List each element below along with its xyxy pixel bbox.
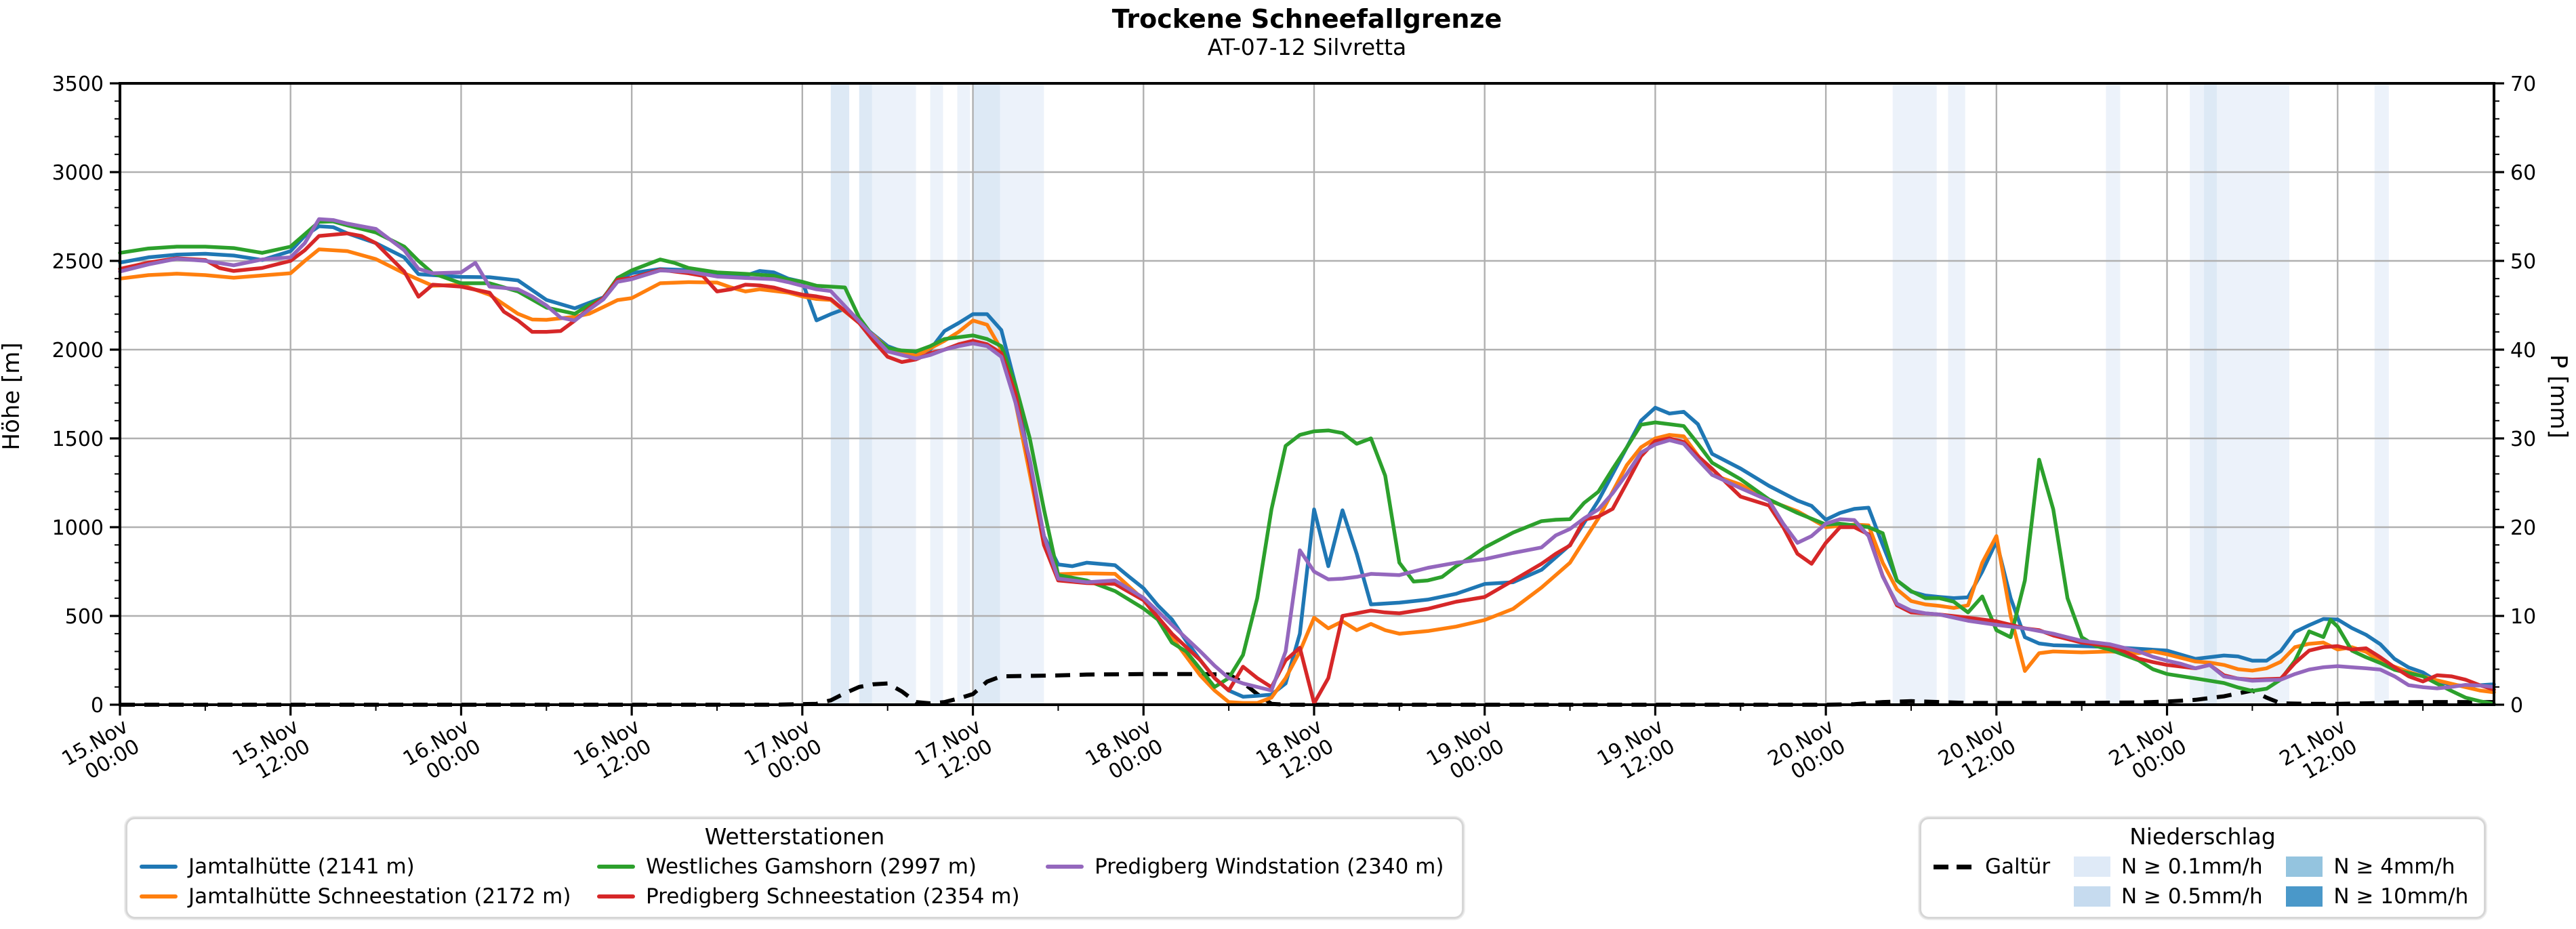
x-tick-label: 20.Nov12:00 xyxy=(1934,715,2020,791)
legend-item-station: Predigberg Schneestation (2354 m) xyxy=(597,882,1025,911)
legend-item-label: Galtür xyxy=(1985,854,2051,879)
x-tick-label: 18.Nov00:00 xyxy=(1082,715,1168,791)
x-tick-label: 16.Nov00:00 xyxy=(399,715,485,791)
y-right-tick-label: 30 xyxy=(2510,428,2536,451)
legend-item-label: Jamtalhütte Schneestation (2172 m) xyxy=(188,884,571,909)
page-title: Trockene Schneefallgrenze xyxy=(1111,4,1502,34)
legend-item-station: Predigberg Windstation (2340 m) xyxy=(1046,852,1450,882)
precip-band-n0.1 xyxy=(2190,83,2205,705)
y-axis-label-left: Höhe [m] xyxy=(0,342,25,451)
legend-stations: Wetterstationen Jamtalhütte (2141 m) Jamt… xyxy=(125,817,1464,919)
page-subtitle: AT-07-12 Silvretta xyxy=(1207,34,1407,60)
precip-bands xyxy=(830,83,2389,705)
precip-band-n0.1 xyxy=(872,83,916,705)
line-color-swatch xyxy=(140,865,178,869)
legend-precip-title: Niederschlag xyxy=(2129,823,2276,850)
legend-item-station: Jamtalhütte (2141 m) xyxy=(140,852,577,882)
y-right-tick-label: 40 xyxy=(2510,339,2536,363)
legend-item-label: N ≥ 0.5mm/h xyxy=(2121,884,2263,909)
legend-stations-items: Jamtalhütte (2141 m) Jamtalhütte Schneest… xyxy=(140,852,1450,911)
precip-band-n0.1 xyxy=(1000,83,1044,705)
legend-item-galtuer: Galtür xyxy=(1934,852,2053,882)
legend-item-precip: N ≥ 10mm/h xyxy=(2286,882,2472,911)
precip-band-n0.1 xyxy=(1948,83,1965,705)
x-tick-label: 18.Nov12:00 xyxy=(1252,715,1338,791)
dashed-line-swatch xyxy=(1934,864,1974,869)
y-left-tick-label: 3500 xyxy=(52,73,104,96)
axis-ticks xyxy=(110,82,2504,716)
legend-precip-items: Galtür N ≥ 0.1mm/h N ≥ 0.5mm/h N ≥ 4mm/h N ≥… xyxy=(1934,852,2472,911)
precip-band-n0.1 xyxy=(957,83,970,705)
x-tick-label: 15.Nov00:00 xyxy=(58,715,144,791)
series-line-3 xyxy=(118,231,2496,705)
precip-band-n0.5 xyxy=(973,83,1000,705)
y-left-tick-label: 3000 xyxy=(52,161,104,185)
series-line-4 xyxy=(118,217,2496,693)
plot-border xyxy=(119,82,2495,706)
precip-band-n0.1 xyxy=(2106,83,2121,705)
y-left-tick-label: 1000 xyxy=(52,516,104,540)
band-color-swatch xyxy=(2073,886,2110,907)
band-color-swatch xyxy=(2286,886,2323,907)
x-tick-label: 19.Nov00:00 xyxy=(1423,715,1509,791)
y-right-tick-label: 0 xyxy=(2510,694,2523,718)
series-galtuer xyxy=(120,672,2494,707)
y-left-tick-label: 2500 xyxy=(52,250,104,274)
legend-item-label: Predigberg Windstation (2340 m) xyxy=(1095,854,1444,879)
y-left-tick-label: 500 xyxy=(65,605,104,629)
y-right-tick-label: 60 xyxy=(2510,161,2536,185)
tick-labels: 0 500 1000 1500 2000 2500 3000 3500 0 10 20 30 40 50 6… xyxy=(52,73,2537,791)
legend-item-label: N ≥ 0.1mm/h xyxy=(2121,854,2263,879)
y-right-tick-label: 70 xyxy=(2510,73,2536,96)
x-tick-label: 20.Nov00:00 xyxy=(1764,715,1850,791)
y-right-tick-label: 10 xyxy=(2510,605,2536,629)
line-color-swatch xyxy=(597,865,635,869)
legend-item-precip: N ≥ 0.1mm/h xyxy=(2073,852,2266,882)
legend-item-label: Predigberg Schneestation (2354 m) xyxy=(646,884,1020,909)
y-axis-label-right: P [mm] xyxy=(2545,354,2572,439)
legend-item-label: Westliches Gamshorn (2997 m) xyxy=(646,854,977,879)
y-left-tick-label: 0 xyxy=(91,694,104,718)
series-line-1 xyxy=(118,247,2496,705)
line-color-swatch xyxy=(1046,865,1084,869)
precip-band-n0.5 xyxy=(859,83,872,705)
precip-band-n0.1 xyxy=(2374,83,2389,705)
legend-item-label: Jamtalhütte (2141 m) xyxy=(188,854,415,879)
legend-item-station: Jamtalhütte Schneestation (2172 m) xyxy=(140,882,577,911)
band-color-swatch xyxy=(2286,856,2323,877)
legend-item-precip: N ≥ 0.5mm/h xyxy=(2073,882,2266,911)
y-right-tick-label: 50 xyxy=(2510,250,2536,274)
legend-item-station: Westliches Gamshorn (2997 m) xyxy=(597,852,1025,882)
band-color-swatch xyxy=(2073,856,2110,877)
x-tick-label: 17.Nov00:00 xyxy=(740,715,826,791)
legend-stations-title: Wetterstationen xyxy=(704,823,885,850)
x-tick-label: 15.Nov12:00 xyxy=(228,715,314,791)
line-color-swatch xyxy=(597,894,635,899)
precip-band-n0.5 xyxy=(830,83,850,705)
legend-item-label: N ≥ 10mm/h xyxy=(2333,884,2469,909)
x-tick-label: 17.Nov12:00 xyxy=(911,715,997,791)
x-tick-label: 21.Nov00:00 xyxy=(2105,715,2191,791)
line-color-swatch xyxy=(140,894,178,899)
y-left-tick-label: 1500 xyxy=(52,428,104,451)
legend-spacer xyxy=(1934,882,2053,911)
legend-precipitation: Niederschlag Galtür N ≥ 0.1mm/h N ≥ 0.5mm/… xyxy=(1919,817,2486,919)
precip-band-n0.1 xyxy=(2217,83,2289,705)
legend-item-label: N ≥ 4mm/h xyxy=(2333,854,2455,879)
x-tick-label: 16.Nov12:00 xyxy=(570,715,656,791)
x-tick-label: 19.Nov12:00 xyxy=(1593,715,1679,791)
precip-band-n0.5 xyxy=(2204,83,2217,705)
gridlines xyxy=(120,83,2494,705)
series-line-2 xyxy=(118,220,2496,706)
y-left-tick-label: 2000 xyxy=(52,339,104,363)
series-line-0 xyxy=(118,224,2496,699)
precip-band-n0.1 xyxy=(930,83,943,705)
x-tick-label: 21.Nov12:00 xyxy=(2276,715,2362,791)
y-right-tick-label: 20 xyxy=(2510,516,2536,540)
legend-item-precip: N ≥ 4mm/h xyxy=(2286,852,2472,882)
